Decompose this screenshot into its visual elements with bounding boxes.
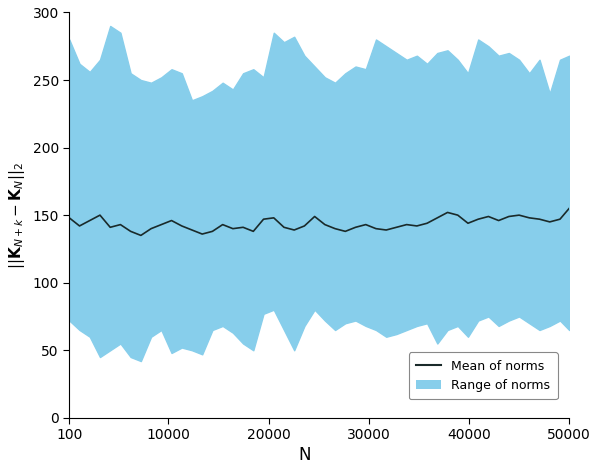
Text: N: N: [298, 446, 310, 464]
Y-axis label: $||\mathbf{K}_{N+k} - \mathbf{K}_N||_2$: $||\mathbf{K}_{N+k} - \mathbf{K}_N||_2$: [7, 161, 27, 269]
Legend: Mean of norms, Range of norms: Mean of norms, Range of norms: [409, 352, 558, 399]
